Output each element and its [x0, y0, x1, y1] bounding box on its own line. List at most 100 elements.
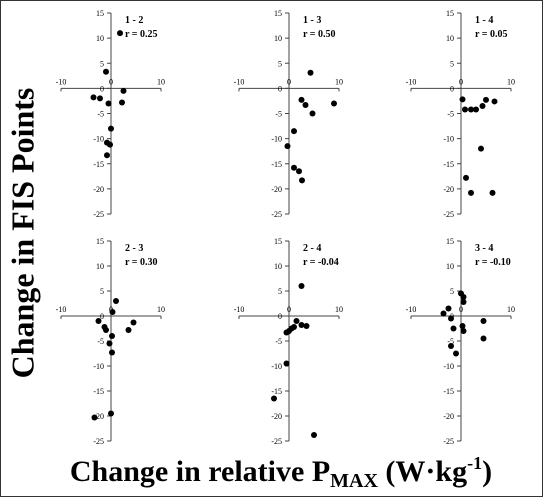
- data-point: [307, 69, 314, 76]
- y-tick-label: -20: [443, 412, 454, 421]
- data-point: [491, 98, 498, 105]
- data-point: [296, 168, 302, 175]
- y-tick-label: 15: [446, 237, 454, 246]
- x-tick-label: 0: [459, 305, 463, 314]
- x-tick-label: 10: [157, 305, 165, 314]
- data-point: [450, 325, 457, 332]
- y-tick-label: -10: [271, 362, 282, 371]
- data-point: [90, 94, 97, 101]
- data-point: [460, 294, 467, 300]
- data-point: [459, 96, 466, 103]
- y-tick-label: -15: [93, 387, 104, 396]
- data-point: [462, 106, 468, 113]
- y-tick-label: 15: [96, 9, 104, 18]
- data-point: [311, 432, 317, 438]
- panel-title: 3 - 4: [475, 243, 493, 254]
- data-point: [299, 177, 305, 184]
- data-point: [95, 318, 102, 324]
- y-tick-label: -25: [443, 210, 454, 219]
- data-point: [104, 152, 110, 159]
- y-tick-label: 0: [278, 84, 282, 93]
- data-point: [271, 395, 277, 402]
- data-point: [331, 100, 337, 107]
- x-tick-label: -10: [234, 77, 245, 86]
- x-tick-label: 0: [109, 77, 113, 86]
- data-point: [302, 101, 309, 108]
- x-tick-label: -10: [56, 77, 67, 86]
- y-tick-label: 15: [446, 9, 454, 18]
- x-tick-label: 0: [287, 77, 291, 86]
- y-tick-label: -5: [447, 110, 454, 119]
- correlation-annotation: r = 0.30: [125, 257, 157, 268]
- data-point: [468, 106, 474, 113]
- data-point: [483, 96, 489, 103]
- x-tick-label: -10: [406, 77, 417, 86]
- y-tick-label: -25: [93, 437, 104, 446]
- y-tick-label: -5: [275, 337, 282, 346]
- y-tick-label: 5: [450, 287, 454, 296]
- data-point: [130, 319, 137, 326]
- data-point: [108, 410, 114, 417]
- data-point: [445, 305, 452, 312]
- y-tick-label: -5: [275, 110, 282, 119]
- y-tick-label: 0: [100, 84, 104, 93]
- x-axis-label-unit-close: ): [482, 455, 493, 488]
- data-point: [291, 164, 297, 171]
- data-point: [108, 125, 114, 132]
- x-tick-label: 10: [157, 77, 165, 86]
- y-tick-label: 10: [274, 34, 282, 43]
- y-tick-label: -15: [93, 160, 104, 169]
- data-point: [117, 30, 123, 37]
- data-point: [468, 189, 474, 196]
- y-tick-label: 5: [278, 59, 282, 68]
- y-tick-label: -5: [97, 337, 104, 346]
- data-point: [463, 174, 469, 181]
- y-tick-label: -5: [97, 110, 104, 119]
- y-tick-label: 10: [274, 262, 282, 271]
- y-tick-label: -10: [443, 135, 454, 144]
- x-tick-label: 10: [335, 77, 343, 86]
- panel-title: 1 - 4: [475, 15, 493, 26]
- y-tick-label: -10: [443, 362, 454, 371]
- data-point: [460, 299, 467, 305]
- data-point: [480, 318, 487, 324]
- y-tick-label: -15: [443, 387, 454, 396]
- correlation-annotation: r = 0.50: [303, 29, 335, 40]
- y-tick-label: -20: [93, 412, 104, 421]
- data-point: [480, 335, 487, 342]
- y-tick-label: -20: [93, 185, 104, 194]
- data-point: [103, 327, 109, 333]
- y-tick-label: 10: [446, 34, 454, 43]
- x-axis-label-unit-open: (W·kg: [377, 455, 468, 488]
- data-point: [284, 143, 291, 150]
- y-tick-label: 5: [278, 287, 282, 296]
- panel-title: 2 - 4: [303, 243, 321, 254]
- data-point: [97, 95, 103, 102]
- y-tick-label: 0: [100, 312, 104, 321]
- y-tick-label: -15: [443, 160, 454, 169]
- data-point: [109, 349, 115, 356]
- data-point: [303, 323, 310, 329]
- y-tick-label: 5: [450, 59, 454, 68]
- data-point: [448, 315, 454, 322]
- y-tick-label: 10: [446, 262, 454, 271]
- x-axis-label-main: Change in relative P: [69, 455, 331, 488]
- data-point: [489, 189, 496, 196]
- y-tick-label: -10: [271, 135, 282, 144]
- y-tick-label: 15: [96, 237, 104, 246]
- data-point: [125, 327, 132, 333]
- x-tick-label: 10: [507, 77, 515, 86]
- correlation-annotation: r = 0.25: [125, 29, 157, 40]
- y-tick-label: 10: [96, 34, 104, 43]
- panel-title: 2 - 3: [125, 243, 143, 254]
- data-point: [453, 350, 459, 357]
- panel-title: 1 - 3: [303, 15, 321, 26]
- x-tick-label: 0: [459, 77, 463, 86]
- y-tick-label: -25: [93, 210, 104, 219]
- data-point: [298, 283, 305, 289]
- y-tick-label: 15: [274, 9, 282, 18]
